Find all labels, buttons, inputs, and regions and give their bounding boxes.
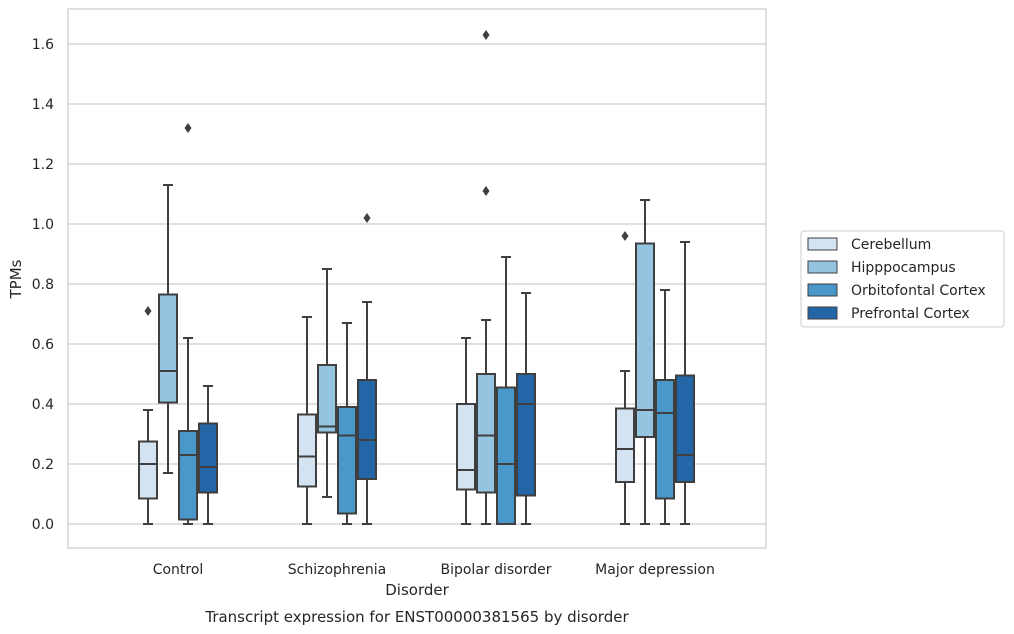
y-tick-label: 0.4 xyxy=(32,397,54,413)
legend-swatch xyxy=(807,260,838,274)
legend-swatch xyxy=(807,306,838,320)
box xyxy=(476,373,496,494)
box xyxy=(615,407,635,483)
box-group xyxy=(675,241,695,525)
x-tick-label: Control xyxy=(153,562,204,578)
outlier-point xyxy=(482,30,490,40)
x-tick-label: Schizophrenia xyxy=(288,562,386,578)
box xyxy=(297,413,317,488)
box xyxy=(317,364,337,434)
y-tick-label: 0.2 xyxy=(32,457,54,473)
box-group xyxy=(198,385,218,525)
box xyxy=(516,373,536,497)
box xyxy=(675,374,695,483)
x-tick-label: Major depression xyxy=(595,562,715,578)
box-group xyxy=(178,123,198,525)
legend-frame xyxy=(800,230,1005,328)
box xyxy=(456,403,476,491)
box xyxy=(635,242,655,438)
box-group xyxy=(476,30,496,525)
x-tick-labels: Control Schizophrenia Bipolar disorder Majo… xyxy=(153,562,715,578)
y-tick-label: 0.8 xyxy=(32,277,54,293)
box-group xyxy=(357,213,377,525)
legend: Cerebellum Hipppocampus Orbitofontal Corte… xyxy=(800,230,1005,328)
box xyxy=(337,406,357,515)
box xyxy=(496,386,516,525)
y-tick-label: 1.2 xyxy=(32,157,54,173)
y-tick-label: 0.6 xyxy=(32,337,54,353)
box-group xyxy=(456,337,476,525)
y-tick-label: 1.0 xyxy=(32,217,54,233)
outlier-point xyxy=(144,306,152,316)
legend-label: Hipppocampus xyxy=(851,260,956,276)
box-group xyxy=(496,256,516,525)
legend-label: Cerebellum xyxy=(851,237,931,253)
outlier-point xyxy=(363,213,371,223)
box xyxy=(178,430,198,521)
outlier-point xyxy=(482,186,490,196)
y-tick-label: 1.6 xyxy=(32,37,54,53)
box-group xyxy=(655,289,675,525)
outlier-point xyxy=(621,231,629,241)
box xyxy=(655,379,675,500)
box-group xyxy=(138,306,158,525)
legend-label: Prefrontal Cortex xyxy=(851,306,970,322)
y-tick-label: 0.0 xyxy=(32,517,54,533)
box xyxy=(357,379,377,480)
box-group xyxy=(337,322,357,525)
box-group xyxy=(317,268,337,498)
box-group xyxy=(516,292,536,525)
legend-label: Orbitofontal Cortex xyxy=(851,283,986,299)
x-axis-label: Disorder xyxy=(385,581,449,599)
y-axis-label: TPMs xyxy=(7,259,25,299)
legend-swatch xyxy=(807,237,838,251)
x-tick-label: Bipolar disorder xyxy=(440,562,551,578)
chart-caption: Transcript expression for ENST0000038156… xyxy=(204,608,629,626)
legend-swatch xyxy=(807,283,838,297)
box-group xyxy=(158,184,178,474)
box-group xyxy=(615,231,635,525)
outlier-point xyxy=(184,123,192,133)
plot-frame xyxy=(67,8,767,549)
box-group xyxy=(297,316,317,525)
y-tick-label: 1.4 xyxy=(32,97,54,113)
y-tick-labels: 0.0 0.2 0.4 0.6 0.8 1.0 1.2 1.4 1.6 xyxy=(32,37,54,533)
box xyxy=(138,440,158,500)
box-series xyxy=(138,30,695,525)
box-group xyxy=(635,199,655,525)
box xyxy=(198,422,218,494)
box xyxy=(158,293,178,404)
